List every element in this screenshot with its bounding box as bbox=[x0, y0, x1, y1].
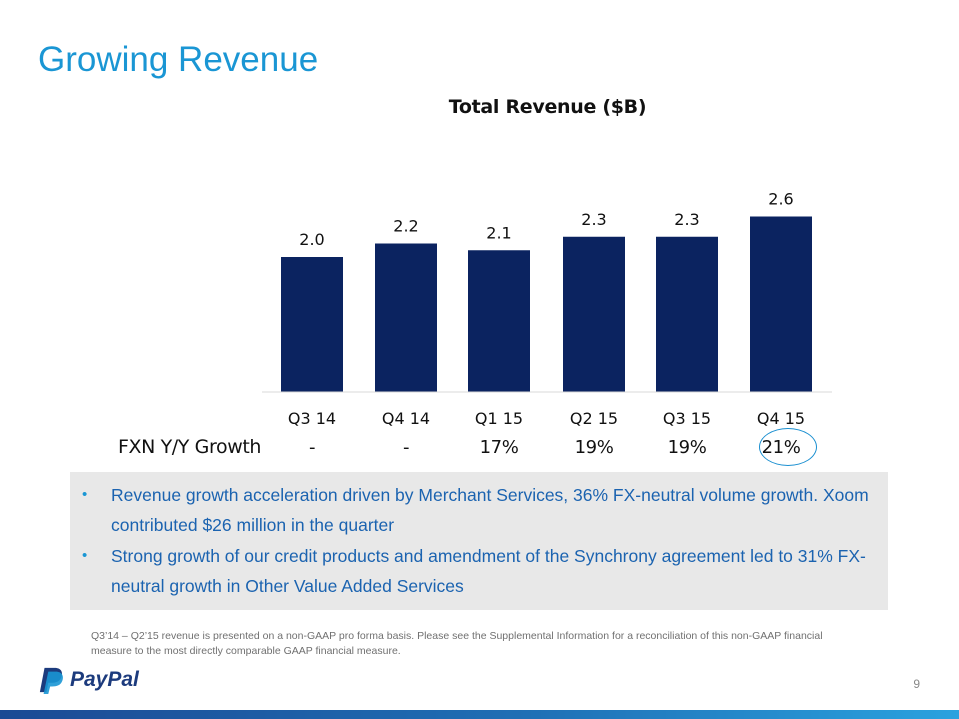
growth-value: - bbox=[308, 437, 316, 458]
growth-value: - bbox=[402, 437, 410, 458]
footnote: Q3’14 – Q2’15 revenue is presented on a … bbox=[91, 630, 823, 657]
growth-row-label: FXN Y/Y Growth bbox=[118, 436, 262, 458]
chart-title: Total Revenue ($B) bbox=[448, 96, 647, 118]
bullet-item-2: • Strong growth of our credit products a… bbox=[82, 541, 882, 601]
bars-layer bbox=[281, 216, 812, 392]
category-tick-label: Q4 14 bbox=[382, 409, 430, 428]
data-label: 2.6 bbox=[768, 190, 793, 209]
category-tick-label: Q3 15 bbox=[663, 409, 711, 428]
bullet-text: Revenue growth acceleration driven by Me… bbox=[111, 485, 869, 535]
paypal-p-icon bbox=[39, 667, 63, 694]
bullet-box bbox=[70, 472, 888, 610]
slide-title: Growing Revenue bbox=[38, 40, 319, 79]
page-number: 9 bbox=[913, 677, 920, 691]
paypal-logo-text: PayPal bbox=[70, 668, 139, 691]
data-label: 2.2 bbox=[393, 217, 418, 236]
data-label: 2.1 bbox=[486, 223, 511, 242]
bullet-dot-icon: • bbox=[82, 486, 88, 503]
bottom-bar bbox=[0, 710, 959, 719]
labels-layer: 2.0 2.2 2.1 2.3 2.3 2.6 bbox=[299, 190, 793, 250]
bar-q3-14 bbox=[281, 257, 343, 392]
highlight-circle bbox=[759, 428, 817, 466]
ticks-layer: Q3 14 Q4 14 Q1 15 Q2 15 Q3 15 Q4 15 bbox=[288, 409, 805, 428]
category-tick-label: Q2 15 bbox=[570, 409, 618, 428]
bar-q4-14 bbox=[375, 243, 437, 392]
bar-q3-15 bbox=[656, 236, 718, 392]
bullet-dot-icon: • bbox=[82, 547, 88, 564]
category-tick-label: Q1 15 bbox=[475, 409, 523, 428]
growth-value: 19% bbox=[667, 437, 707, 458]
bar-q1-15 bbox=[468, 250, 530, 392]
growth-value: 19% bbox=[574, 437, 614, 458]
data-label: 2.0 bbox=[299, 230, 324, 249]
bullet-text: Strong growth of our credit products and… bbox=[111, 546, 866, 596]
bar-q4-15 bbox=[750, 216, 812, 392]
growth-value: 17% bbox=[479, 437, 519, 458]
category-tick-label: Q3 14 bbox=[288, 409, 336, 428]
bar-q2-15 bbox=[563, 236, 625, 392]
data-label: 2.3 bbox=[674, 210, 699, 229]
category-tick-label: Q4 15 bbox=[757, 409, 805, 428]
data-label: 2.3 bbox=[581, 210, 606, 229]
bullet-item-1: • Revenue growth acceleration driven by … bbox=[82, 480, 882, 540]
